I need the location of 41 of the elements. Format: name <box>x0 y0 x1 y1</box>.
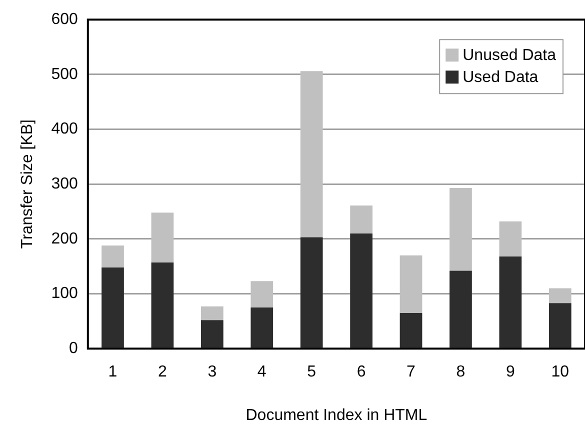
bar <box>250 307 274 348</box>
x-tick-label: 4 <box>257 364 266 381</box>
bar <box>450 270 472 348</box>
bar <box>499 221 522 256</box>
bar <box>102 267 124 348</box>
y-tick-label: 300 <box>51 176 78 193</box>
bar <box>200 320 224 348</box>
bar <box>499 256 522 348</box>
x-tick-label: 1 <box>108 364 118 381</box>
y-tick-label: 100 <box>51 285 78 302</box>
x-tick-label: 7 <box>406 364 416 381</box>
bar <box>350 233 372 348</box>
y-tick-label: 400 <box>51 120 78 138</box>
x-tick-label: 3 <box>208 364 217 381</box>
legend-label: Unused Data <box>462 47 556 64</box>
y-tick-label: 500 <box>51 66 78 83</box>
x-tick-label: 9 <box>506 364 515 381</box>
bar <box>300 71 323 238</box>
bar <box>548 303 572 348</box>
x-axis-title: Document Index in HTML <box>246 406 428 424</box>
x-tick-label: 8 <box>456 364 466 381</box>
legend-label: Used Data <box>462 69 538 86</box>
x-tick-label: 5 <box>307 364 316 381</box>
x-tick-label: 10 <box>551 364 570 381</box>
bar <box>151 212 174 263</box>
bar <box>400 255 422 313</box>
bar <box>450 188 472 271</box>
y-axis-title: Transfer Size [KB] <box>19 119 36 249</box>
bar <box>250 281 274 308</box>
bar <box>350 205 372 234</box>
y-tick-label: 200 <box>51 230 78 248</box>
bar <box>548 288 572 304</box>
bar <box>102 246 124 268</box>
bar <box>300 237 323 348</box>
bar <box>400 312 422 348</box>
y-tick-label: 600 <box>51 11 78 28</box>
x-tick-label: 6 <box>356 364 366 381</box>
bar <box>200 306 224 320</box>
y-tick-label: 0 <box>68 340 78 358</box>
x-tick-label: 2 <box>158 364 168 381</box>
bar <box>151 262 174 348</box>
